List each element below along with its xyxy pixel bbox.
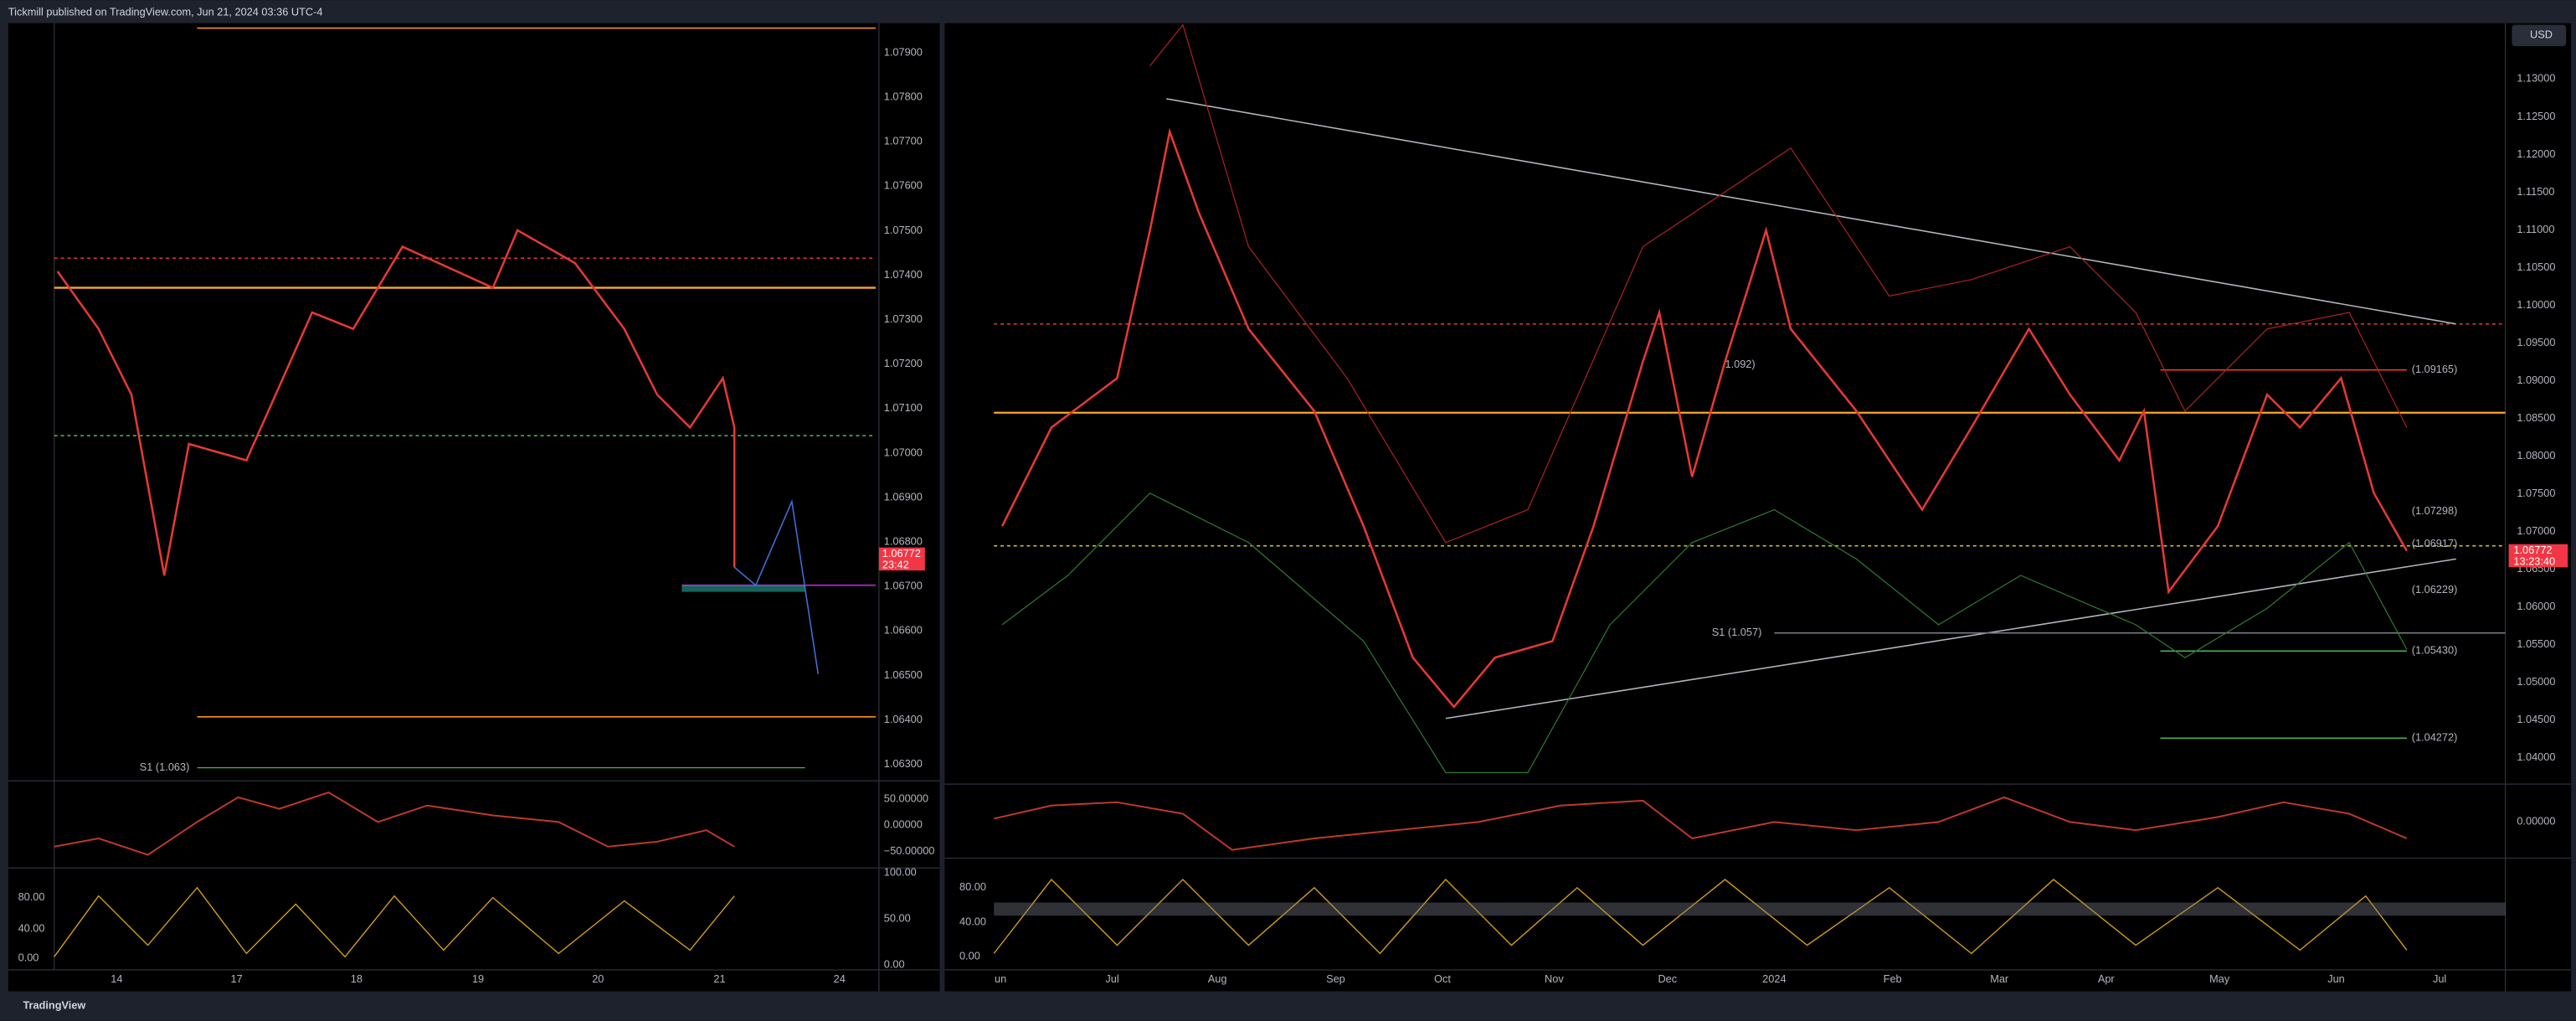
price-tag-timer: 13:23:40 xyxy=(2513,555,2555,568)
annotation: 1.092) xyxy=(1725,358,1755,370)
price-tag-timer: 23:42 xyxy=(882,559,909,571)
price-label: 1.08500 xyxy=(2517,411,2555,424)
osc-label: 50.00000 xyxy=(884,792,928,804)
date-label: 19 xyxy=(472,972,484,985)
price-label: 1.07000 xyxy=(2517,524,2555,537)
date-label: 21 xyxy=(713,972,725,985)
left-zone xyxy=(681,585,805,592)
currency-button[interactable] xyxy=(2512,24,2567,47)
price-label: 1.06000 xyxy=(2517,600,2555,612)
price-label: 1.07000 xyxy=(884,446,923,458)
stoch-label: 40.00 xyxy=(18,921,45,934)
stoch-label: 0.00 xyxy=(959,950,980,962)
price-tag-value: 1.06772 xyxy=(882,547,921,559)
date-label: Aug xyxy=(1208,972,1227,985)
date-label: 18 xyxy=(351,972,362,985)
price-label: 1.07600 xyxy=(884,179,923,192)
price-label: 1.05000 xyxy=(2517,675,2555,688)
date-label: un xyxy=(995,972,1006,985)
date-label: Jun xyxy=(2327,972,2345,985)
price-label: 1.09000 xyxy=(2517,374,2555,386)
price-tag xyxy=(878,547,925,571)
date-label: 14 xyxy=(111,972,122,985)
right-panel xyxy=(944,23,2572,992)
date-label: Jul xyxy=(1105,972,1118,985)
annotation: (1.07298) xyxy=(2412,504,2458,517)
left-levels xyxy=(54,27,876,958)
stoch-label: 80.00 xyxy=(18,890,45,903)
price-label: 1.12500 xyxy=(2517,110,2555,122)
price-label: 1.13000 xyxy=(2517,72,2555,85)
annotation: S1 (1.057) xyxy=(1712,626,1762,638)
price-label: 1.05500 xyxy=(2517,637,2555,650)
stoch-axis-label: 50.00 xyxy=(884,912,911,925)
date-label: Oct xyxy=(1434,972,1451,985)
price-label: 1.10000 xyxy=(2517,298,2555,311)
stoch-axis-label: 0.00 xyxy=(884,957,905,970)
price-label: 1.07500 xyxy=(884,224,923,236)
price-label: 1.04500 xyxy=(2517,713,2555,725)
stoch-label: 0.00 xyxy=(18,951,39,964)
price-tag xyxy=(2508,544,2568,568)
price-label: 1.07900 xyxy=(884,45,923,58)
price-label: 1.11500 xyxy=(2517,185,2554,198)
stoch-label: 40.00 xyxy=(959,915,986,927)
date-label: May xyxy=(2209,972,2230,985)
price-label: 1.06700 xyxy=(884,580,923,592)
separators xyxy=(8,23,2572,992)
date-label: Nov xyxy=(1545,972,1564,985)
currency-label[interactable]: USD xyxy=(2530,28,2553,41)
annotation: (1.09165) xyxy=(2412,363,2458,375)
price-label: 1.07300 xyxy=(884,312,923,325)
annotation: (1.06917) xyxy=(2412,537,2458,549)
date-label: Dec xyxy=(1658,972,1677,985)
price-label: 1.07200 xyxy=(884,357,923,369)
price-label: 1.10500 xyxy=(2517,260,2555,273)
price-label: 1.07400 xyxy=(884,268,923,281)
price-label: 1.06800 xyxy=(884,535,923,548)
price-label: 1.07800 xyxy=(884,90,923,102)
price-label: 1.06600 xyxy=(884,624,923,637)
osc-label: 0.00000 xyxy=(2517,815,2555,828)
price-label: 1.08000 xyxy=(2517,449,2555,462)
price-label: 1.07500 xyxy=(2517,487,2555,499)
price-label: 1.07100 xyxy=(884,401,923,414)
osc-label: 0.00000 xyxy=(884,818,923,831)
price-label: 1.09500 xyxy=(2517,336,2555,348)
annotation: S1 (1.063) xyxy=(140,761,190,773)
stoch-label: 80.00 xyxy=(959,880,986,893)
stoch-axis-label: 100.00 xyxy=(884,866,917,879)
stoch-band xyxy=(994,902,2506,916)
osc-label: −50.00000 xyxy=(884,844,935,857)
date-label: 20 xyxy=(592,972,604,985)
price-tag-value: 1.06772 xyxy=(2513,544,2552,556)
price-label: 1.06400 xyxy=(884,713,923,725)
price-label: 1.06900 xyxy=(884,490,923,503)
right-levels xyxy=(993,23,2506,955)
price-label: 1.12000 xyxy=(2517,147,2555,160)
price-label: 1.07700 xyxy=(884,135,923,147)
annotation: (1.06229) xyxy=(2412,583,2458,596)
date-label: 24 xyxy=(834,972,846,985)
annotation: (1.05430) xyxy=(2412,644,2458,657)
left-panel xyxy=(8,23,940,992)
brand[interactable]: TradingView xyxy=(23,999,85,1012)
date-label: 2024 xyxy=(1762,972,1786,985)
price-label: 1.06500 xyxy=(884,668,923,681)
price-label: 1.06300 xyxy=(884,757,923,770)
publisher: Tickmill published on TradingView.com, J… xyxy=(8,5,323,18)
date-label: Sep xyxy=(1326,972,1345,985)
date-label: Jul xyxy=(2433,972,2446,985)
price-label: 1.04000 xyxy=(2517,750,2555,763)
date-label: Mar xyxy=(1990,972,2009,985)
date-label: 17 xyxy=(230,972,242,985)
annotation: (1.04272) xyxy=(2412,731,2458,744)
price-label: 1.11000 xyxy=(2517,223,2554,235)
date-label: Feb xyxy=(1884,972,1902,985)
date-label: Apr xyxy=(2098,972,2116,985)
